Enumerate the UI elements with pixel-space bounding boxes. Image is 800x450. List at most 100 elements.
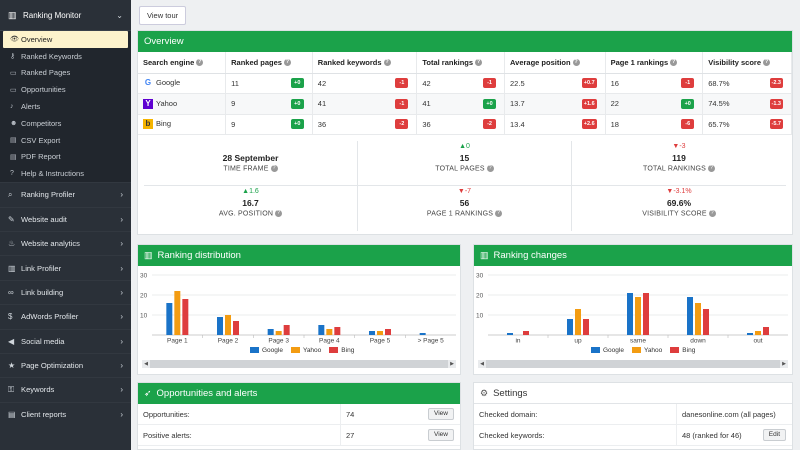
help-icon[interactable]: ?	[270, 165, 278, 172]
bar-yahoo-same[interactable]	[635, 297, 641, 335]
bar-yahoo-page-2[interactable]	[225, 315, 231, 335]
bar-bing-out[interactable]	[763, 327, 769, 335]
sidebar-subitem-alerts[interactable]: ♪ Alerts	[0, 98, 131, 115]
help-icon[interactable]: ?	[275, 210, 283, 217]
opportunities-title: Opportunities and alerts	[156, 388, 258, 399]
bar-bing-page-1[interactable]	[182, 299, 189, 335]
bar-bing-down[interactable]	[703, 309, 709, 335]
column-header[interactable]: Search engine?	[138, 52, 227, 74]
help-icon[interactable]: ?	[572, 59, 580, 67]
bar-google-page-4[interactable]	[318, 325, 325, 335]
bar-yahoo-page-5[interactable]	[377, 331, 383, 335]
help-icon[interactable]: ?	[486, 165, 494, 172]
help-icon: ?	[10, 170, 14, 178]
view-button[interactable]: View	[428, 429, 454, 441]
bar-google-in[interactable]	[507, 333, 513, 335]
cell-value: 42	[422, 78, 431, 88]
sidebar-item-ranking-profiler[interactable]: ⌕ Ranking Profiler ›	[0, 182, 131, 206]
bar-google-out[interactable]	[747, 333, 753, 335]
bar-yahoo-page-4[interactable]	[326, 329, 333, 335]
bar-bing-in[interactable]	[523, 331, 529, 335]
help-icon[interactable]: ?	[475, 59, 483, 67]
stat-value: 69.6%	[666, 198, 692, 208]
help-icon[interactable]: ?	[707, 165, 715, 172]
bar-google-same[interactable]	[627, 293, 633, 335]
sidebar-item-page-optimization[interactable]: ★ Page Optimization ›	[0, 352, 131, 377]
bar-yahoo-out[interactable]	[755, 331, 761, 335]
sidebar-item-website-analytics[interactable]: ♨ Website analytics ›	[0, 230, 131, 255]
sidebar-subitem-ranked-keywords[interactable]: ⚷ Ranked Keywords	[0, 48, 131, 65]
view-tour-button[interactable]: View tour	[139, 6, 187, 25]
help-icon[interactable]: ?	[196, 59, 204, 67]
bar-google-page-3[interactable]	[267, 329, 274, 335]
bar-google--page-5[interactable]	[419, 333, 426, 335]
change-badge: -2	[395, 119, 409, 130]
sidebar-item-adwords-profiler[interactable]: $ AdWords Profiler ›	[0, 304, 131, 328]
chevron-right-icon: ›	[120, 287, 123, 297]
column-header[interactable]: Visibility score?	[702, 52, 792, 74]
sidebar-head-label: Ranking Monitor	[23, 10, 82, 20]
bar-bing-page-3[interactable]	[283, 325, 290, 335]
bar-bing-up[interactable]	[583, 319, 589, 335]
cell-value: 68.7%	[708, 78, 730, 88]
list-item: Positive alerts: 27 View	[138, 425, 460, 446]
bar-bing-page-5[interactable]	[385, 329, 391, 335]
sidebar-subitem-opportunities[interactable]: ▭ Opportunities	[0, 81, 131, 98]
sidebar-item-social-media[interactable]: ◀ Social media ›	[0, 328, 131, 353]
sidebar-item-link-profiler[interactable]: ▥ Link Profiler ›	[0, 255, 131, 279]
chevron-right-icon: ›	[120, 214, 123, 224]
sidebar-subitem-csv-export[interactable]: ▤ CSV Export	[0, 132, 131, 149]
column-header[interactable]: Average position?	[504, 52, 606, 74]
scroll-right-icon[interactable]: ▶	[448, 360, 456, 368]
legend-google: Google	[250, 347, 283, 354]
bar-google-down[interactable]	[687, 297, 693, 335]
ranking-changes-scrollbar[interactable]: ◀ ▶	[478, 360, 788, 368]
sidebar-item-link-building[interactable]: ∞ Link building ›	[0, 279, 131, 304]
sidebar-item-client-reports[interactable]: ▤ Client reports ›	[0, 401, 131, 426]
bar-google-page-2[interactable]	[217, 317, 223, 335]
ranking-distribution-legend: Google Yahoo Bing	[250, 347, 354, 354]
bar-google-up[interactable]	[567, 319, 573, 335]
scroll-left-icon[interactable]: ◀	[478, 360, 486, 368]
ranking-distribution-scrollbar[interactable]: ◀ ▶	[142, 360, 456, 368]
chevron-right-icon: ›	[120, 312, 123, 322]
column-header[interactable]: Page 1 rankings?	[605, 52, 704, 74]
sidebar-item-website-audit[interactable]: ✎ Website audit ›	[0, 206, 131, 231]
help-icon[interactable]: ?	[383, 59, 391, 67]
help-icon[interactable]: ?	[283, 59, 291, 67]
sidebar-item-keywords[interactable]: ⚿ Keywords ›	[0, 377, 131, 401]
column-header[interactable]: Total rankings?	[416, 52, 506, 74]
bar-yahoo-page-3[interactable]	[275, 331, 282, 335]
sidebar-head-ranking-monitor[interactable]: ▥ Ranking Monitor ⌄	[0, 0, 131, 31]
sidebar-subitem-overview[interactable]: 👁 Overview	[3, 31, 128, 48]
sidebar-subitem-competitors[interactable]: ☻ Competitors	[0, 115, 131, 132]
sidebar-subitem-pdf-report[interactable]: ▤ PDF Report	[0, 149, 131, 166]
sidebar-subitem-ranked-pages[interactable]: ▭ Ranked Pages	[0, 65, 131, 82]
bar-bing-page-4[interactable]	[334, 327, 341, 335]
help-icon[interactable]: ?	[708, 210, 716, 217]
bar-google-page-1[interactable]	[166, 303, 173, 335]
star-icon: ★	[8, 361, 16, 371]
bar-bing-page-2[interactable]	[233, 321, 239, 335]
help-icon[interactable]: ?	[495, 210, 503, 217]
y-tick-label: 30	[140, 273, 148, 280]
help-icon[interactable]: ?	[763, 59, 771, 67]
chart-icon: ▥	[8, 263, 16, 273]
bar-yahoo-up[interactable]	[575, 309, 581, 335]
change-badge: +1.6	[581, 98, 597, 109]
edit-button[interactable]: Edit	[762, 429, 786, 441]
scroll-right-icon[interactable]: ▶	[780, 360, 788, 368]
bar-bing-same[interactable]	[643, 293, 649, 335]
key-icon: ⚷	[10, 53, 16, 61]
sidebar-subitem-help-instructions[interactable]: ? Help & Instructions	[0, 165, 131, 182]
column-header[interactable]: Ranked pages?	[225, 52, 313, 74]
engine-cell: G Google	[138, 73, 227, 94]
bar-yahoo-page-1[interactable]	[174, 291, 181, 335]
item-key: Positive alerts:	[143, 425, 341, 445]
view-button[interactable]: View	[428, 408, 454, 420]
column-header[interactable]: Ranked keywords?	[312, 52, 418, 74]
help-icon[interactable]: ?	[670, 59, 678, 67]
scroll-left-icon[interactable]: ◀	[142, 360, 150, 368]
bar-yahoo-down[interactable]	[695, 303, 701, 335]
bar-google-page-5[interactable]	[369, 331, 375, 335]
